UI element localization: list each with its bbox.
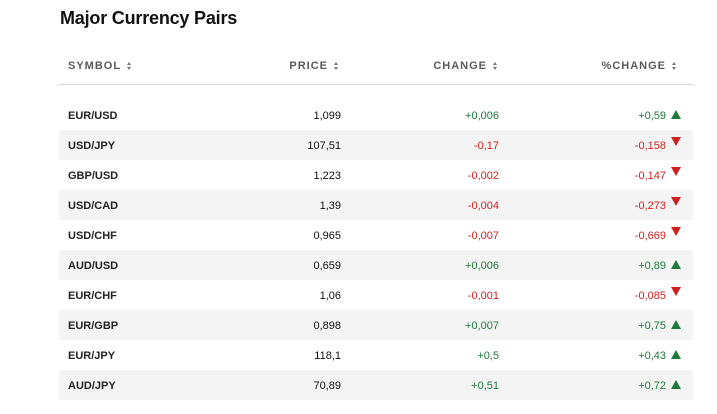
change-cell: -0,001 bbox=[467, 290, 499, 302]
arrow-up-icon bbox=[671, 260, 681, 269]
column-header-pct-change-label: %CHANGE bbox=[601, 60, 666, 72]
symbol-cell[interactable]: GBP/USD bbox=[68, 170, 119, 182]
arrow-up-icon bbox=[671, 320, 681, 329]
change-cell: +0,5 bbox=[477, 350, 499, 362]
arrow-up-icon bbox=[671, 110, 681, 119]
arrow-down-icon bbox=[671, 197, 681, 206]
symbol-cell[interactable]: AUD/USD bbox=[68, 260, 119, 272]
sort-icon bbox=[672, 62, 676, 70]
price-cell: 0,659 bbox=[313, 260, 341, 272]
change-cell: +0,51 bbox=[471, 380, 499, 392]
arrow-up-icon bbox=[671, 380, 681, 389]
pct-change-cell: +0,75 bbox=[638, 320, 666, 332]
table-row[interactable]: GBP/USD 1,223 -0,002 -0,147 bbox=[59, 160, 693, 190]
pct-change-cell: -0,147 bbox=[634, 170, 666, 182]
change-cell: -0,004 bbox=[467, 200, 499, 212]
price-cell: 1,06 bbox=[319, 290, 341, 302]
table-row[interactable]: AUD/USD 0,659 +0,006 +0,89 bbox=[59, 250, 693, 280]
column-header-price[interactable]: PRICE bbox=[289, 60, 338, 72]
pct-change-cell: +0,89 bbox=[638, 260, 666, 272]
symbol-cell[interactable]: EUR/USD bbox=[68, 110, 118, 122]
change-cell: -0,007 bbox=[467, 230, 499, 242]
pct-change-cell: -0,273 bbox=[634, 200, 666, 212]
table-body: EUR/USD 1,099 +0,006 +0,59 USD/JPY 107,5… bbox=[59, 100, 693, 400]
symbol-cell[interactable]: AUD/JPY bbox=[68, 380, 116, 392]
symbol-cell[interactable]: USD/CAD bbox=[68, 200, 119, 212]
table-row[interactable]: USD/CHF 0,965 -0,007 -0,669 bbox=[59, 220, 693, 250]
pct-change-cell: +0,72 bbox=[638, 380, 666, 392]
price-cell: 107,51 bbox=[307, 140, 341, 152]
arrow-down-icon bbox=[671, 137, 681, 146]
pct-change-cell: -0,158 bbox=[634, 140, 666, 152]
column-header-symbol-label: SYMBOL bbox=[68, 60, 122, 72]
change-cell: -0,002 bbox=[467, 170, 499, 182]
price-cell: 0,898 bbox=[313, 320, 341, 332]
table-row[interactable]: USD/CAD 1,39 -0,004 -0,273 bbox=[59, 190, 693, 220]
currency-table: SYMBOL PRICE CHANGE %CHANGE EUR/USD 1,09… bbox=[59, 52, 693, 400]
table-row[interactable]: EUR/GBP 0,898 +0,007 +0,75 bbox=[59, 310, 693, 340]
column-header-symbol[interactable]: SYMBOL bbox=[68, 60, 132, 72]
price-cell: 0,965 bbox=[313, 230, 341, 242]
table-row[interactable]: AUD/JPY 70,89 +0,51 +0,72 bbox=[59, 370, 693, 400]
price-cell: 70,89 bbox=[313, 380, 341, 392]
column-header-change[interactable]: CHANGE bbox=[433, 60, 497, 72]
table-row[interactable]: EUR/USD 1,099 +0,006 +0,59 bbox=[59, 100, 693, 130]
symbol-cell[interactable]: EUR/CHF bbox=[68, 290, 117, 302]
symbol-cell[interactable]: EUR/GBP bbox=[68, 320, 119, 332]
column-header-price-label: PRICE bbox=[289, 60, 328, 72]
price-cell: 118,1 bbox=[314, 350, 341, 362]
symbol-cell[interactable]: USD/CHF bbox=[68, 230, 117, 242]
widget-title: Major Currency Pairs bbox=[60, 8, 238, 28]
price-cell: 1,099 bbox=[313, 110, 341, 122]
price-cell: 1,39 bbox=[319, 200, 341, 212]
table-row[interactable]: USD/JPY 107,51 -0,17 -0,158 bbox=[59, 130, 693, 160]
change-cell: +0,006 bbox=[465, 260, 499, 272]
table-row[interactable]: EUR/JPY 118,1 +0,5 +0,43 bbox=[59, 340, 693, 370]
pct-change-cell: +0,59 bbox=[638, 110, 666, 122]
sort-icon bbox=[334, 62, 338, 70]
change-cell: -0,17 bbox=[473, 140, 499, 152]
arrow-down-icon bbox=[671, 167, 681, 176]
table-row[interactable]: EUR/CHF 1,06 -0,001 -0,085 bbox=[59, 280, 693, 310]
pct-change-cell: +0,43 bbox=[638, 350, 666, 362]
pct-change-cell: -0,085 bbox=[634, 290, 666, 302]
table-header: SYMBOL PRICE CHANGE %CHANGE bbox=[59, 52, 693, 85]
sort-icon bbox=[127, 62, 132, 70]
price-cell: 1,223 bbox=[313, 170, 341, 182]
pct-change-cell: -0,669 bbox=[634, 230, 666, 242]
change-cell: +0,007 bbox=[465, 320, 499, 332]
column-header-pct-change[interactable]: %CHANGE bbox=[602, 60, 676, 72]
arrow-down-icon bbox=[671, 287, 681, 296]
column-header-change-label: CHANGE bbox=[433, 60, 487, 72]
arrow-down-icon bbox=[671, 227, 681, 236]
sort-icon bbox=[493, 62, 497, 70]
symbol-cell[interactable]: USD/JPY bbox=[68, 140, 116, 152]
arrow-up-icon bbox=[671, 350, 681, 359]
change-cell: +0,006 bbox=[465, 110, 499, 122]
symbol-cell[interactable]: EUR/JPY bbox=[68, 350, 116, 362]
